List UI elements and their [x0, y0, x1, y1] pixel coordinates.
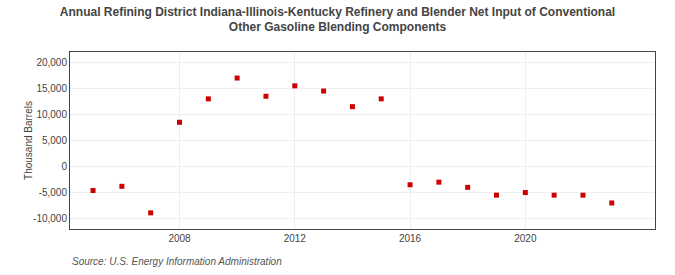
svg-text:-5,000: -5,000 — [39, 187, 68, 198]
svg-text:5,000: 5,000 — [42, 135, 67, 146]
svg-text:2012: 2012 — [284, 233, 307, 244]
svg-text:Thousand Barrels: Thousand Barrels — [23, 101, 34, 180]
svg-text:2008: 2008 — [168, 233, 191, 244]
svg-text:2016: 2016 — [399, 233, 422, 244]
svg-text:10,000: 10,000 — [36, 109, 67, 120]
svg-text:Source: U.S. Energy Informatio: Source: U.S. Energy Information Administ… — [72, 256, 282, 267]
svg-text:20,000: 20,000 — [36, 57, 67, 68]
svg-text:15,000: 15,000 — [36, 83, 67, 94]
svg-text:0: 0 — [61, 161, 67, 172]
svg-text:Annual Refining District India: Annual Refining District Indiana-Illinoi… — [60, 5, 615, 35]
svg-text:2020: 2020 — [514, 233, 537, 244]
svg-text:-10,000: -10,000 — [33, 213, 67, 224]
